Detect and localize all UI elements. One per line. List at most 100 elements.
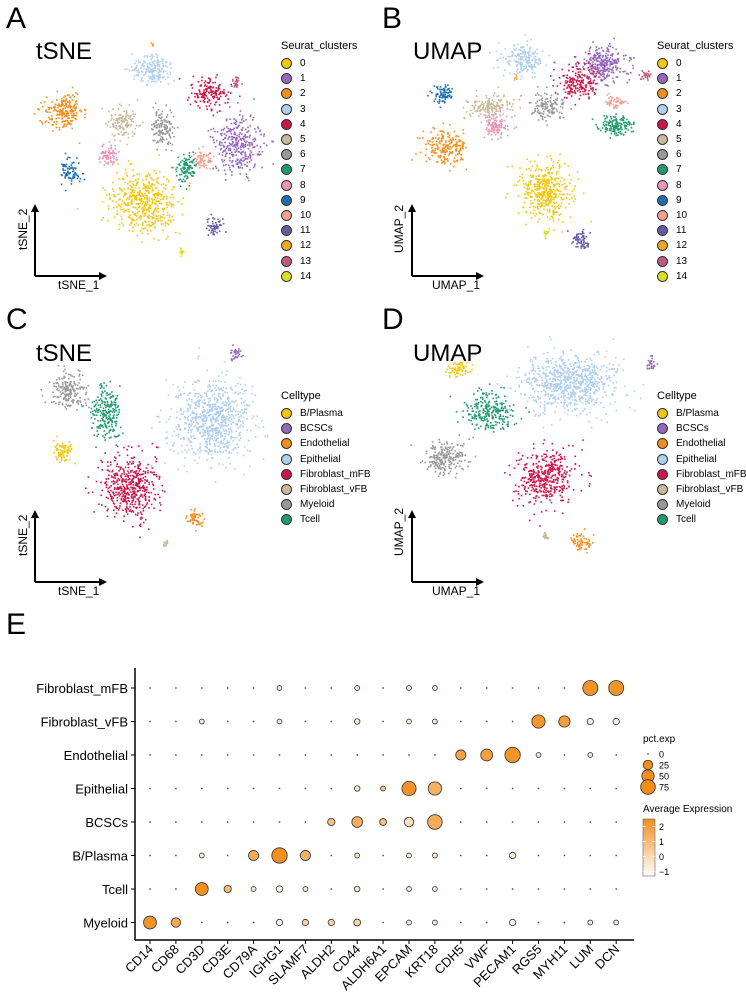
cell-point bbox=[609, 45, 612, 48]
cell-point bbox=[153, 208, 156, 211]
cell-point bbox=[579, 81, 582, 84]
cell-point bbox=[625, 54, 627, 57]
cell-point bbox=[576, 233, 578, 236]
cell-point bbox=[578, 238, 580, 241]
cell-point bbox=[606, 103, 608, 105]
cell-point bbox=[648, 74, 651, 77]
cell-point bbox=[132, 183, 134, 185]
cell-point bbox=[493, 121, 495, 124]
cell-point bbox=[515, 74, 518, 76]
cell-point bbox=[252, 119, 254, 121]
cell-point bbox=[127, 463, 130, 465]
cell-point bbox=[229, 128, 231, 130]
cell-point bbox=[593, 65, 595, 68]
cell-point bbox=[460, 154, 462, 156]
cell-point bbox=[513, 77, 516, 80]
cell-point bbox=[103, 164, 105, 166]
cell-point bbox=[453, 144, 455, 147]
cell-point bbox=[536, 92, 539, 95]
cell-point bbox=[609, 101, 612, 104]
cell-point bbox=[109, 493, 111, 496]
cell-point bbox=[444, 153, 446, 156]
cell-point bbox=[231, 155, 234, 157]
cell-point bbox=[241, 117, 244, 120]
cell-point bbox=[200, 93, 203, 96]
cell-point bbox=[543, 193, 545, 196]
cell-point bbox=[128, 489, 131, 491]
cell-point bbox=[422, 137, 424, 139]
cell-point bbox=[218, 93, 220, 96]
cell-point bbox=[122, 485, 125, 488]
cell-point bbox=[213, 95, 215, 98]
cell-point bbox=[235, 160, 237, 163]
cell-point bbox=[580, 85, 583, 87]
cell-point bbox=[144, 189, 147, 191]
cell-point bbox=[608, 50, 610, 53]
cell-point bbox=[491, 124, 494, 127]
cell-point bbox=[564, 82, 567, 84]
cell-point bbox=[488, 130, 491, 133]
cell-point bbox=[583, 58, 586, 61]
cell-point bbox=[509, 56, 511, 58]
cell-point bbox=[439, 106, 442, 109]
cell-point bbox=[522, 52, 525, 55]
cell-point bbox=[117, 193, 120, 196]
cell-point bbox=[58, 127, 61, 129]
cell-point bbox=[171, 204, 173, 206]
cell-point bbox=[546, 166, 549, 168]
cell-point bbox=[199, 399, 202, 402]
cell-point bbox=[116, 497, 119, 499]
cell-point bbox=[553, 107, 556, 109]
cell-point bbox=[441, 140, 443, 142]
cell-point bbox=[144, 470, 147, 473]
cell-point bbox=[215, 94, 217, 97]
cell-point bbox=[569, 90, 571, 93]
cell-point bbox=[159, 202, 161, 205]
cell-point bbox=[574, 56, 577, 58]
cell-point bbox=[203, 98, 206, 100]
cell-point bbox=[486, 106, 489, 109]
cell-point bbox=[522, 46, 525, 48]
cell-point bbox=[484, 108, 487, 110]
cell-point bbox=[121, 492, 123, 494]
cell-point bbox=[605, 57, 608, 59]
cell-point bbox=[225, 134, 227, 137]
cell-point bbox=[192, 175, 194, 177]
cell-point bbox=[212, 233, 214, 236]
cell-point bbox=[545, 233, 547, 236]
cell-point bbox=[138, 193, 141, 195]
cell-point bbox=[64, 120, 67, 123]
cell-point bbox=[487, 99, 490, 102]
cell-point bbox=[585, 86, 587, 88]
cell-point bbox=[229, 152, 231, 155]
cell-point bbox=[242, 145, 244, 148]
cell-point bbox=[166, 114, 169, 116]
cell-point bbox=[158, 200, 160, 203]
cell-point bbox=[614, 62, 616, 64]
cell-point bbox=[207, 411, 210, 414]
cell-point bbox=[596, 52, 599, 54]
cell-point bbox=[156, 140, 159, 143]
cell-point bbox=[120, 131, 123, 133]
cell-point bbox=[55, 126, 58, 129]
cell-point bbox=[554, 192, 556, 195]
cell-point bbox=[136, 506, 138, 509]
cell-point bbox=[146, 201, 149, 203]
cell-point bbox=[432, 137, 434, 139]
cell-point bbox=[160, 136, 163, 138]
cell-point bbox=[51, 101, 53, 103]
cell-point bbox=[530, 169, 532, 172]
cell-point bbox=[632, 130, 635, 133]
cell-point bbox=[212, 417, 214, 419]
cell-point bbox=[620, 103, 622, 105]
cell-point bbox=[102, 143, 105, 146]
cell-point bbox=[51, 124, 54, 126]
cell-point bbox=[116, 499, 118, 502]
cell-point bbox=[67, 117, 69, 119]
cell-point bbox=[610, 120, 612, 123]
cell-point bbox=[169, 73, 172, 76]
cell-point bbox=[616, 67, 619, 69]
cell-point bbox=[235, 120, 238, 123]
cell-point bbox=[492, 104, 494, 106]
cell-point bbox=[532, 52, 535, 54]
